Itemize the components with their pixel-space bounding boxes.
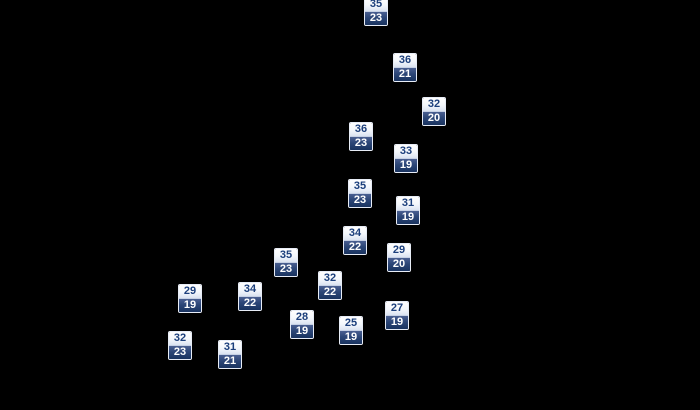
high-temperature-value: 35: [349, 180, 371, 193]
low-temperature-value: 21: [394, 67, 416, 81]
low-temperature-value: 23: [365, 11, 387, 25]
temp-station-label[interactable]: 35 23: [274, 248, 298, 277]
temp-station-label[interactable]: 28 19: [290, 310, 314, 339]
high-temperature-value: 34: [239, 283, 261, 296]
temp-station-label[interactable]: 29 19: [178, 284, 202, 313]
temp-station-label[interactable]: 34 22: [343, 226, 367, 255]
low-temperature-value: 23: [349, 193, 371, 207]
high-temperature-value: 31: [397, 197, 419, 210]
high-temperature-value: 27: [386, 302, 408, 315]
low-temperature-value: 19: [340, 330, 362, 344]
low-temperature-value: 19: [291, 324, 313, 338]
high-temperature-value: 33: [395, 145, 417, 158]
temp-station-label[interactable]: 35 23: [348, 179, 372, 208]
low-temperature-value: 19: [179, 298, 201, 312]
temp-station-label[interactable]: 25 19: [339, 316, 363, 345]
temp-station-label[interactable]: 32 23: [168, 331, 192, 360]
low-temperature-value: 20: [388, 257, 410, 271]
temp-station-label[interactable]: 35 23: [364, 0, 388, 26]
low-temperature-value: 19: [397, 210, 419, 224]
low-temperature-value: 22: [344, 240, 366, 254]
low-temperature-value: 23: [169, 345, 191, 359]
high-temperature-value: 34: [344, 227, 366, 240]
low-temperature-value: 22: [239, 296, 261, 310]
high-temperature-value: 32: [423, 98, 445, 111]
temp-station-label[interactable]: 31 19: [396, 196, 420, 225]
high-temperature-value: 32: [169, 332, 191, 345]
temp-station-label[interactable]: 32 20: [422, 97, 446, 126]
high-temperature-value: 29: [388, 244, 410, 257]
low-temperature-value: 20: [423, 111, 445, 125]
temp-station-label[interactable]: 33 19: [394, 144, 418, 173]
temp-station-label[interactable]: 31 21: [218, 340, 242, 369]
low-temperature-value: 23: [275, 262, 297, 276]
low-temperature-value: 21: [219, 354, 241, 368]
temp-station-label[interactable]: 27 19: [385, 301, 409, 330]
temp-station-label[interactable]: 36 23: [349, 122, 373, 151]
temp-station-label[interactable]: 34 22: [238, 282, 262, 311]
high-temperature-value: 25: [340, 317, 362, 330]
high-temperature-value: 36: [350, 123, 372, 136]
temp-station-label[interactable]: 29 20: [387, 243, 411, 272]
low-temperature-value: 19: [386, 315, 408, 329]
high-temperature-value: 29: [179, 285, 201, 298]
high-temperature-value: 31: [219, 341, 241, 354]
temp-station-label[interactable]: 36 21: [393, 53, 417, 82]
high-temperature-value: 36: [394, 54, 416, 67]
high-temperature-value: 32: [319, 272, 341, 285]
low-temperature-value: 22: [319, 285, 341, 299]
low-temperature-value: 19: [395, 158, 417, 172]
temp-station-label[interactable]: 32 22: [318, 271, 342, 300]
high-temperature-value: 35: [365, 0, 387, 11]
low-temperature-value: 23: [350, 136, 372, 150]
high-temperature-value: 28: [291, 311, 313, 324]
high-temperature-value: 35: [275, 249, 297, 262]
